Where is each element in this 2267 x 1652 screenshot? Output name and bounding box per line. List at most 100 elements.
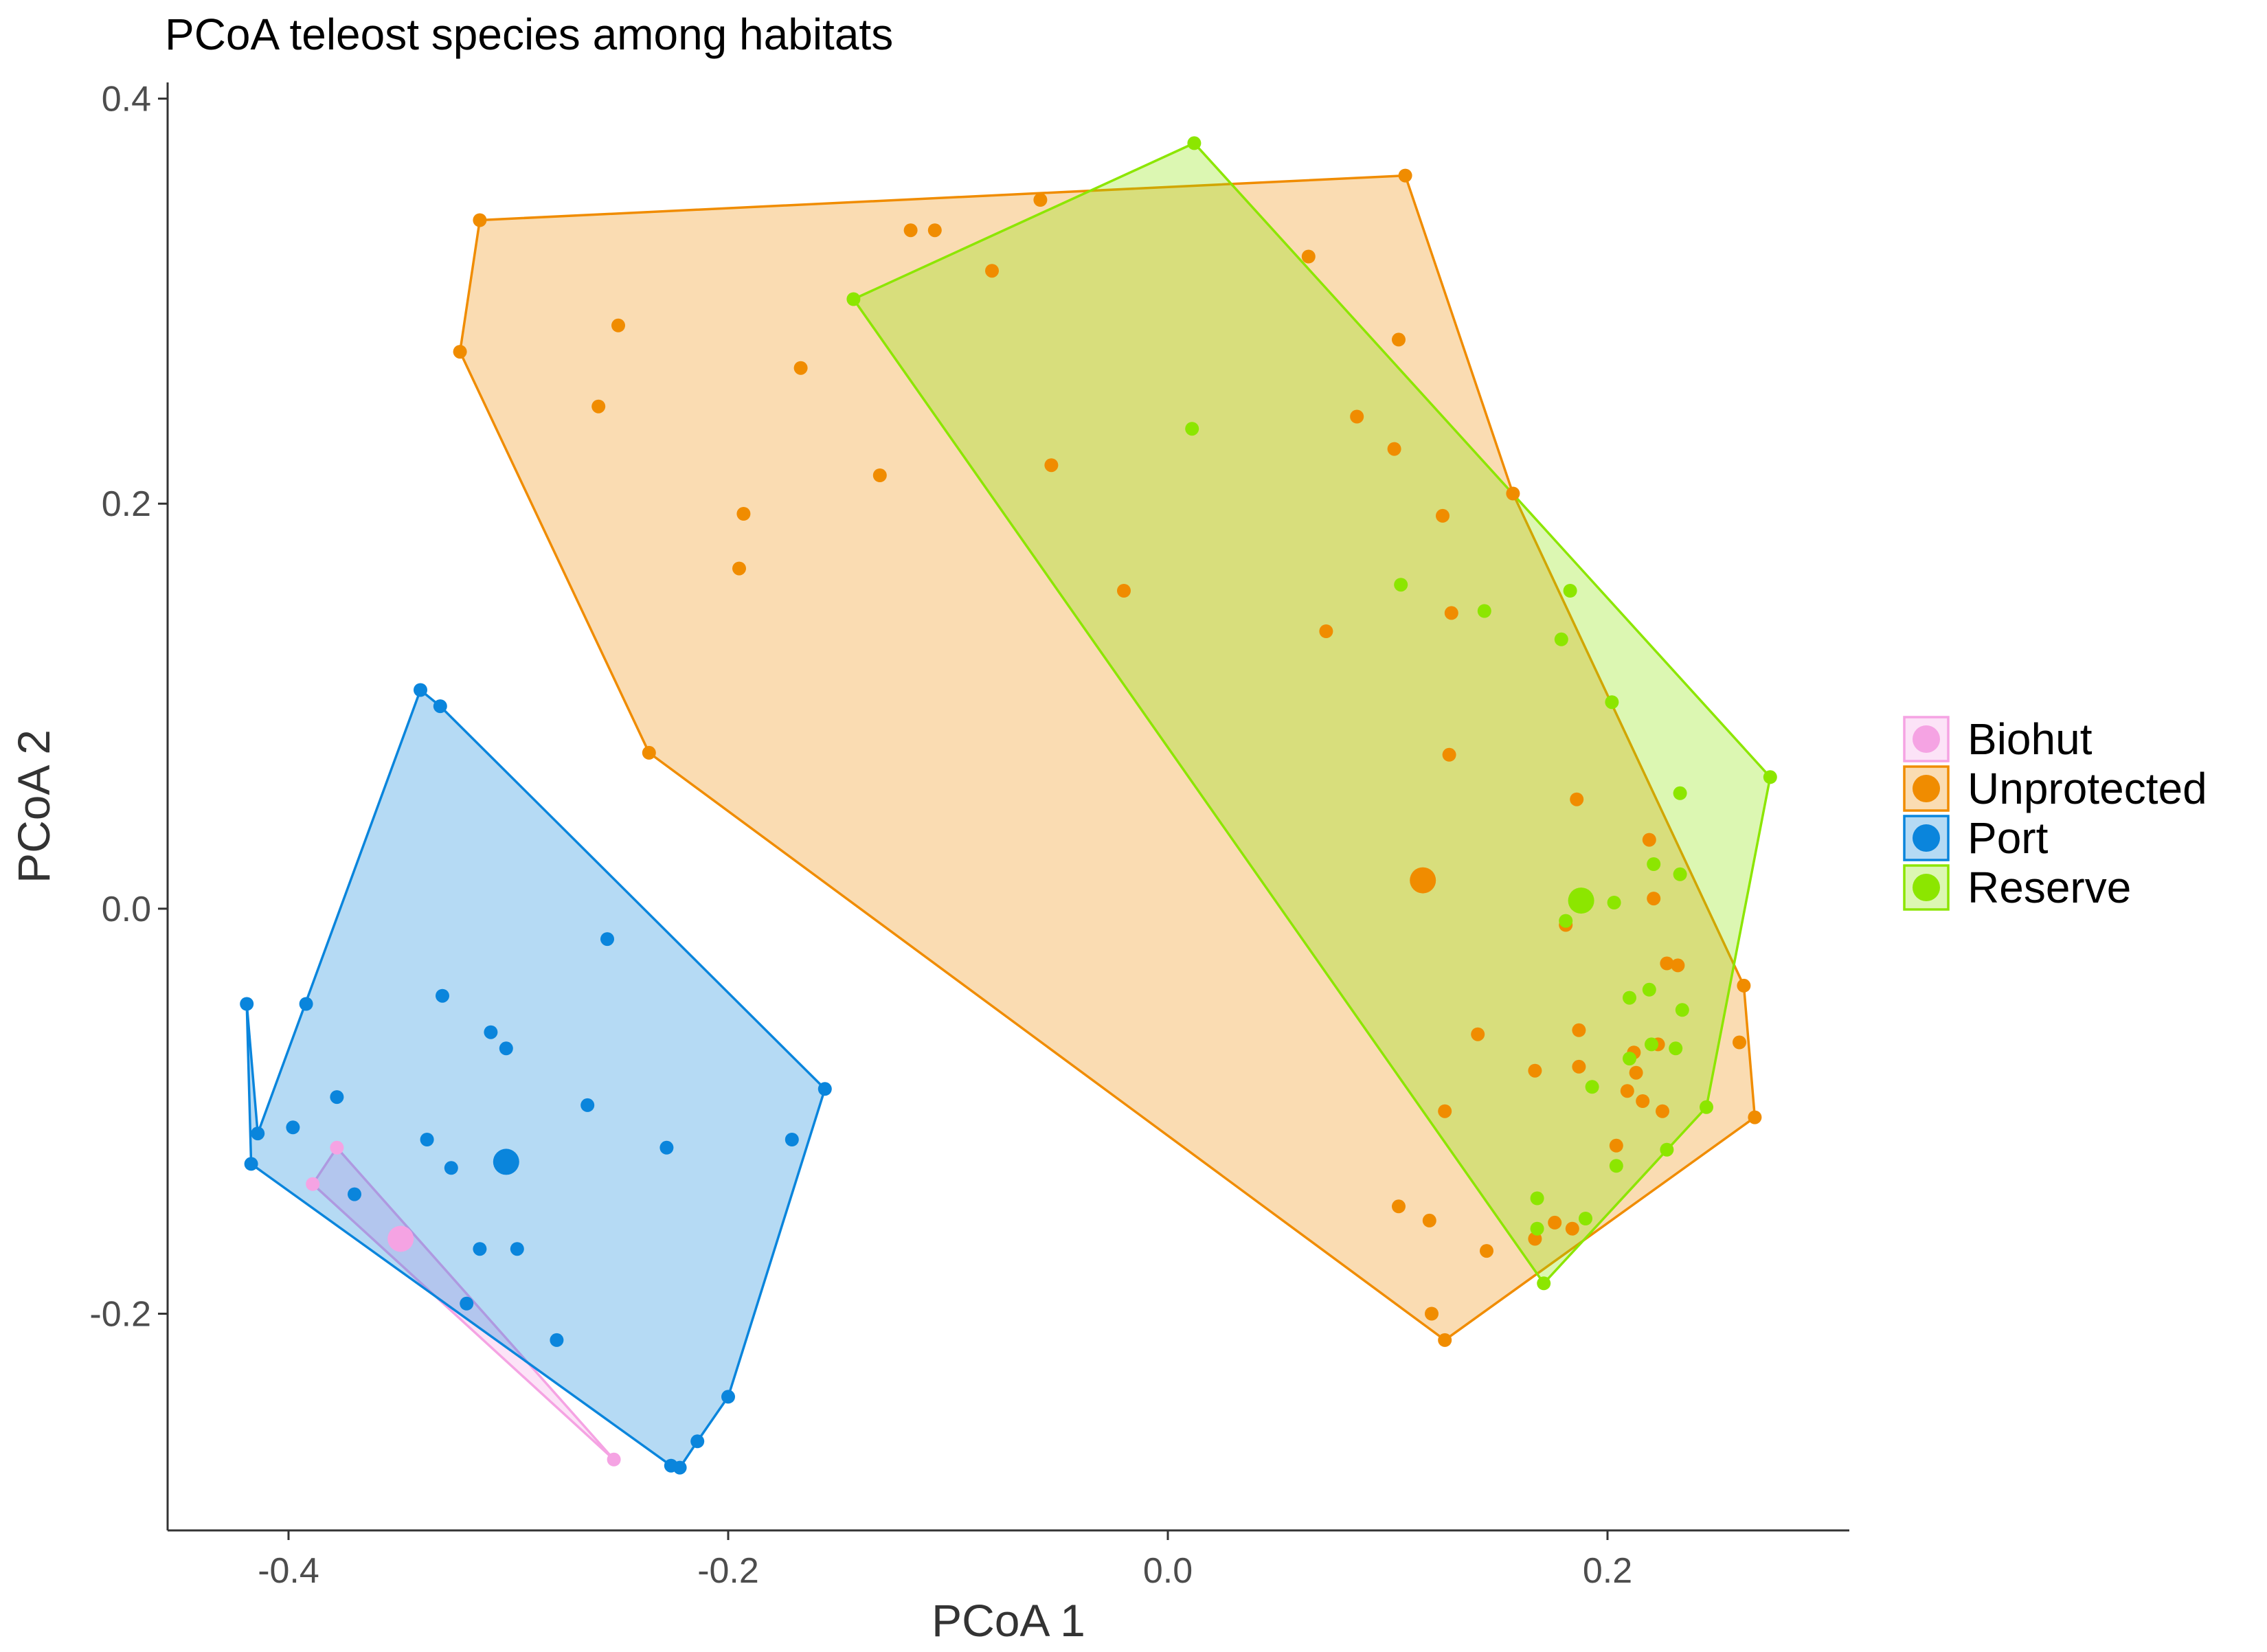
point-port-0 [414, 683, 427, 697]
point-reserve-0 [1187, 136, 1202, 150]
point-unprotected-11 [985, 264, 999, 278]
y-tick-label-3: 0.4 [102, 80, 151, 120]
point-reserve-1 [846, 292, 861, 306]
point-reserve-16 [1675, 1003, 1689, 1017]
legend-item-reserve: Reserve [1903, 863, 2131, 912]
y-axis-label: PCoA 2 [8, 729, 59, 883]
point-port-1 [433, 699, 447, 714]
point-reserve-8 [1673, 786, 1687, 800]
point-reserve-10 [1647, 857, 1661, 871]
point-reserve-22 [1609, 1159, 1623, 1173]
point-port-7 [330, 1090, 344, 1105]
point-reserve-3 [1394, 578, 1408, 592]
point-reserve-27 [1537, 1276, 1551, 1291]
point-unprotected-13 [1044, 458, 1059, 473]
point-reserve-21 [1700, 1100, 1713, 1114]
point-unprotected-9 [903, 223, 918, 238]
point-unprotected-29 [1425, 1306, 1439, 1321]
y-ticks: -0.2 0.0 0.2 0.4 [89, 80, 168, 1335]
point-unprotected-1 [453, 345, 467, 359]
point-reserve-11 [1673, 867, 1687, 881]
point-unprotected-40 [1620, 1084, 1634, 1098]
point-reserve-13 [1559, 914, 1573, 928]
point-biohut-1 [306, 1177, 320, 1191]
point-unprotected-37 [1572, 1059, 1586, 1074]
x-tick-label-3: 0.2 [1583, 1551, 1632, 1591]
legend-label-biohut: Biohut [1967, 714, 2093, 764]
legend-marker-biohut [1913, 725, 1940, 753]
point-unprotected-20 [1398, 168, 1412, 183]
x-tick-label-1: -0.2 [697, 1551, 759, 1591]
point-unprotected-38 [1570, 792, 1584, 806]
point-unprotected-26 [1392, 1199, 1406, 1214]
centroid-biohut [387, 1225, 414, 1252]
point-reserve-4 [1477, 604, 1491, 618]
point-unprotected-18 [1387, 442, 1401, 456]
point-unprotected-25 [1438, 1104, 1452, 1118]
point-unprotected-52 [1733, 1035, 1746, 1050]
point-port-15 [473, 1242, 487, 1256]
point-port-9 [436, 988, 449, 1003]
point-port-19 [600, 932, 614, 947]
point-unprotected-35 [1565, 1221, 1579, 1236]
legend-item-port: Port [1903, 813, 2049, 863]
point-unprotected-5 [736, 507, 751, 521]
hull-layer [245, 142, 1772, 1469]
point-unprotected-21 [1436, 508, 1450, 523]
point-unprotected-51 [1737, 978, 1751, 993]
centroid-layer [387, 867, 1594, 1252]
point-port-24 [721, 1390, 735, 1404]
point-unprotected-8 [872, 468, 887, 482]
point-biohut-0 [330, 1140, 344, 1155]
centroid-unprotected [1410, 867, 1436, 894]
point-port-8 [348, 1187, 361, 1201]
point-unprotected-22 [1444, 606, 1458, 620]
point-port-3 [299, 997, 313, 1011]
point-reserve-6 [1554, 632, 1568, 646]
point-unprotected-28 [1480, 1244, 1493, 1258]
point-unprotected-50 [1671, 958, 1685, 973]
point-reserve-15 [1642, 982, 1656, 997]
point-unprotected-46 [1636, 1094, 1650, 1108]
point-reserve-25 [1530, 1221, 1544, 1236]
point-port-26 [817, 1082, 832, 1096]
point-port-12 [420, 1133, 434, 1146]
point-port-16 [510, 1242, 524, 1256]
point-unprotected-42 [1629, 1065, 1643, 1080]
point-unprotected-19 [1392, 332, 1406, 347]
point-port-6 [286, 1120, 300, 1135]
point-unprotected-49 [1660, 956, 1674, 971]
x-tick-label-0: -0.4 [258, 1551, 319, 1591]
legend-label-unprotected: Unprotected [1967, 764, 2207, 813]
point-port-2 [240, 997, 254, 1011]
point-port-23 [690, 1434, 705, 1449]
point-unprotected-32 [1528, 1063, 1542, 1078]
point-unprotected-27 [1422, 1213, 1436, 1227]
point-reserve-7 [1605, 695, 1619, 710]
point-unprotected-43 [1642, 833, 1656, 847]
y-tick-label-1: 0.0 [102, 890, 151, 929]
x-tick-label-2: 0.0 [1143, 1551, 1193, 1591]
point-port-5 [244, 1157, 258, 1171]
point-reserve-17 [1623, 1052, 1636, 1066]
hull-reserve [852, 142, 1772, 1285]
legend-item-unprotected: Unprotected [1903, 764, 2207, 813]
point-unprotected-48 [1609, 1138, 1623, 1153]
legend-marker-unprotected [1913, 775, 1940, 802]
point-reserve-26 [1579, 1212, 1592, 1225]
point-port-13 [444, 1161, 458, 1175]
point-port-11 [499, 1041, 513, 1056]
point-unprotected-17 [1350, 409, 1364, 424]
x-ticks: -0.4 -0.2 0.0 0.2 [258, 1530, 1632, 1591]
point-reserve-18 [1645, 1037, 1658, 1052]
point-unprotected-23 [1442, 747, 1456, 762]
point-reserve-20 [1585, 1080, 1599, 1094]
x-axis-label: PCoA 1 [932, 1595, 1085, 1646]
point-unprotected-14 [1117, 584, 1131, 598]
point-unprotected-24 [1471, 1027, 1485, 1041]
point-unprotected-31 [1506, 486, 1520, 501]
point-biohut-2 [607, 1452, 621, 1467]
